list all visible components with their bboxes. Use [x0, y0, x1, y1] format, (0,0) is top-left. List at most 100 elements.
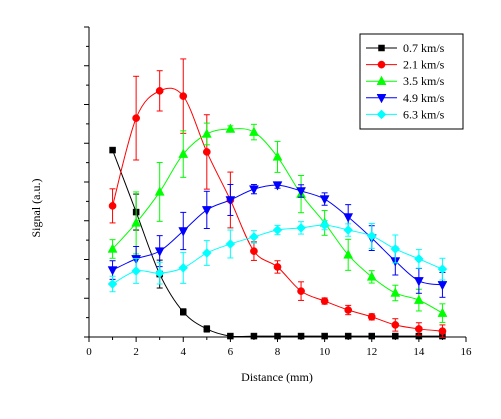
data-point	[390, 287, 401, 297]
x-tick-label: 6	[228, 346, 234, 358]
series-3-5-km-s	[107, 122, 448, 323]
legend: 0.7 km/s 2.1 km/s 3.5 km/s 4.9 km/s 6.3 km/s	[359, 33, 464, 130]
data-point	[225, 123, 236, 133]
data-point	[249, 232, 259, 242]
legend-item: 3.5 km/s	[366, 74, 445, 88]
data-point	[203, 325, 211, 333]
legend-marker	[378, 44, 385, 52]
series-4-9-km-s	[107, 181, 448, 298]
legend-label: 4.9 km/s	[403, 91, 445, 105]
x-tick-label: 4	[181, 346, 187, 358]
data-point	[414, 254, 424, 264]
data-point	[366, 271, 377, 281]
x-tick-label: 8	[275, 346, 281, 358]
data-point	[250, 332, 258, 340]
legend-item: 4.9 km/s	[366, 91, 445, 105]
data-point	[319, 195, 330, 205]
x-tick-label: 0	[86, 346, 92, 358]
data-point	[368, 332, 375, 340]
data-point	[154, 268, 165, 278]
legend-marker	[376, 75, 387, 85]
data-point	[154, 247, 165, 257]
legend-marker	[376, 109, 387, 120]
x-axis-title: Distance (mm)	[241, 370, 313, 384]
data-point	[296, 223, 306, 233]
data-point	[437, 281, 448, 291]
data-point	[343, 225, 354, 235]
data-point	[413, 277, 424, 287]
data-point	[390, 244, 401, 254]
data-point	[225, 239, 236, 249]
data-point	[225, 196, 236, 206]
data-point	[178, 227, 189, 237]
x-tick-label: 14	[413, 346, 425, 358]
data-point	[107, 279, 118, 289]
data-point	[107, 243, 118, 253]
data-point	[343, 249, 354, 259]
data-point	[391, 321, 400, 329]
data-point	[272, 151, 283, 161]
legend-item: 2.1 km/s	[366, 58, 445, 72]
data-point	[438, 327, 447, 335]
data-point	[132, 114, 140, 122]
data-point	[392, 332, 399, 340]
data-point	[415, 325, 423, 333]
data-point	[180, 308, 187, 316]
data-point	[297, 287, 305, 295]
data-point	[274, 332, 281, 340]
data-point	[344, 306, 353, 314]
data-point	[343, 213, 354, 223]
x-tick-label: 16	[461, 346, 473, 358]
data-point	[250, 247, 258, 255]
data-point	[272, 225, 283, 235]
data-point	[227, 332, 234, 340]
data-point	[201, 206, 212, 216]
legend-marker	[376, 94, 387, 104]
data-point	[367, 313, 376, 321]
axes: 0 2 4 6 8 10 12 14 16	[84, 26, 473, 358]
x-tick-label: 12	[366, 346, 377, 358]
data-point	[437, 264, 448, 274]
data-point	[131, 217, 142, 227]
legend-label: 0.7 km/s	[403, 41, 445, 55]
data-point	[366, 231, 377, 241]
data-point	[178, 148, 189, 158]
data-point	[131, 266, 141, 276]
data-point	[154, 186, 165, 196]
data-point	[179, 92, 188, 100]
data-point	[437, 307, 448, 317]
x-tick-label: 2	[133, 346, 139, 358]
series-6-3-km-s	[107, 219, 448, 293]
data-point	[109, 146, 116, 154]
series-line	[112, 149, 443, 338]
data-point	[108, 202, 117, 210]
data-point	[178, 263, 189, 273]
x-tick-label: 10	[319, 346, 331, 358]
data-point	[320, 297, 329, 305]
data-point	[413, 294, 424, 304]
series-layer	[107, 58, 448, 340]
legend-item: 0.7 km/s	[366, 41, 445, 55]
legend-item: 6.3 km/s	[366, 107, 445, 121]
data-point	[249, 126, 259, 136]
data-point	[321, 332, 328, 340]
data-point	[201, 128, 212, 138]
legend-label: 3.5 km/s	[403, 74, 445, 88]
legend-marker	[377, 60, 386, 69]
data-point	[344, 332, 352, 340]
data-point	[202, 148, 211, 156]
data-point	[155, 87, 164, 95]
legend-label: 6.3 km/s	[403, 107, 445, 121]
data-point	[297, 332, 305, 340]
legend-label: 2.1 km/s	[403, 58, 445, 72]
y-axis-title: Signal (a.u.)	[29, 179, 43, 238]
data-point	[107, 266, 118, 276]
data-point	[273, 263, 282, 271]
data-point	[249, 185, 259, 195]
data-point	[272, 181, 283, 191]
data-point	[319, 220, 330, 230]
data-point	[201, 248, 212, 258]
data-point	[296, 187, 306, 197]
